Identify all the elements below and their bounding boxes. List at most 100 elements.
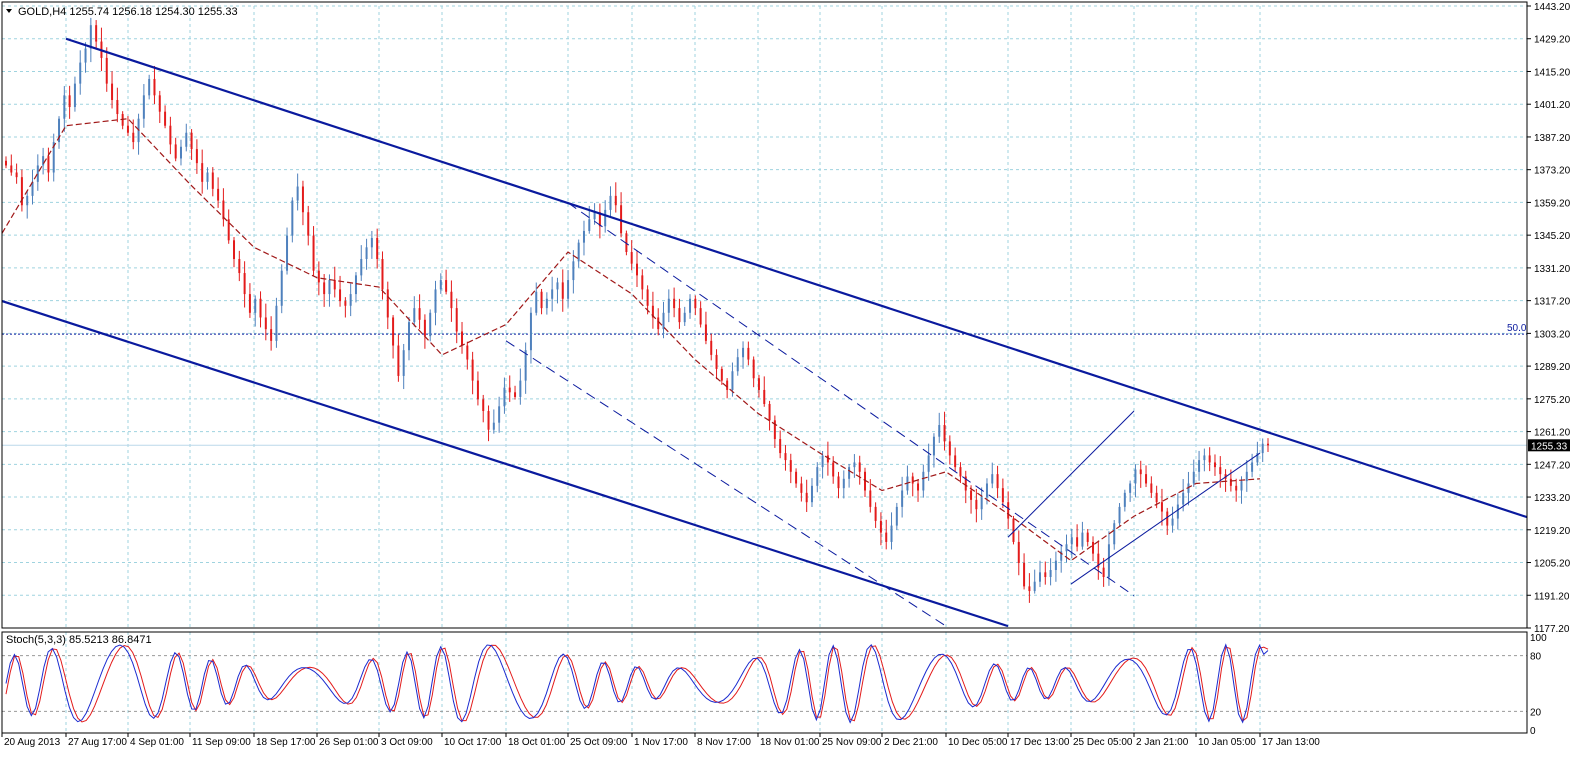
candle-body	[1023, 562, 1026, 587]
candle-body	[1012, 518, 1015, 542]
candle-body	[1187, 483, 1190, 493]
stochastic-panel	[2, 643, 1527, 724]
candle-body	[466, 345, 469, 360]
candle-body	[5, 160, 7, 166]
candle-body	[879, 520, 882, 533]
candle-body	[980, 497, 983, 510]
candle-body	[848, 467, 851, 479]
candle-body	[1229, 478, 1232, 486]
x-tick-label: 8 Nov 17:00	[697, 737, 751, 748]
candle-body	[959, 467, 962, 477]
current-price-label: 1255.33	[1531, 441, 1568, 452]
candle-body	[582, 230, 585, 243]
candle-body	[10, 165, 13, 173]
y-tick-label: 1387.20	[1534, 133, 1571, 144]
candle-body	[932, 436, 935, 456]
candle-body	[795, 471, 798, 484]
candle-body	[779, 439, 782, 454]
candle-body	[673, 298, 676, 309]
candle-body	[195, 149, 198, 164]
candle-body	[31, 181, 34, 196]
x-tick-label: 25 Oct 09:00	[570, 737, 628, 748]
candle-body	[286, 235, 289, 271]
candle-body	[954, 455, 957, 468]
trend-line-main-channel-upper-ext	[1259, 428, 1528, 519]
candle-body	[837, 476, 840, 489]
candle-body	[752, 359, 755, 379]
candle-body	[344, 301, 347, 306]
candle-body	[407, 322, 410, 351]
candle-body	[832, 462, 835, 477]
x-tick-label: 17 Jan 13:00	[1262, 737, 1320, 748]
candle-body	[704, 324, 707, 341]
y-tick-label: 1191.20	[1534, 591, 1570, 602]
y-tick-label: 1359.20	[1534, 198, 1571, 209]
candle-body	[948, 441, 951, 456]
x-tick-label: 3 Oct 09:00	[381, 737, 433, 748]
candle-body	[222, 200, 225, 220]
candle-body	[970, 490, 973, 500]
candle-body	[1134, 469, 1137, 484]
candle-body	[1118, 506, 1121, 524]
candle-body	[492, 422, 495, 430]
stoch-y-tick-label: 0	[1530, 726, 1536, 737]
trend-lines[interactable]	[1, 37, 1528, 628]
candle-body	[508, 387, 511, 393]
candle-body	[1033, 581, 1036, 592]
candle-body	[270, 329, 273, 341]
candle-body	[1007, 502, 1010, 519]
x-tick-label: 20 Aug 2013	[4, 737, 61, 748]
x-tick-label: 10 Dec 05:00	[948, 737, 1008, 748]
axes: 1443.20 1429.20 1415.20 1401.20 1387.20 1373.…	[1, 1, 1571, 748]
candle-body	[1267, 443, 1269, 446]
candle-body	[874, 506, 877, 521]
candle-body	[1235, 485, 1238, 491]
candle-body	[397, 345, 400, 376]
candle-body	[105, 57, 108, 84]
x-tick-label: 18 Nov 01:00	[760, 737, 820, 748]
candle-body	[598, 212, 601, 227]
candle-body	[264, 317, 267, 330]
candles[interactable]	[5, 17, 1269, 603]
candle-body	[689, 298, 692, 313]
candle-body	[498, 406, 501, 423]
candle-body	[524, 350, 527, 381]
y-tick-label: 1415.20	[1534, 67, 1571, 78]
candle-body	[68, 95, 71, 108]
candle-body	[1198, 460, 1201, 472]
candle-body	[1150, 483, 1153, 493]
candle-body	[1203, 455, 1206, 461]
x-tick-label: 10 Jan 05:00	[1198, 737, 1256, 748]
y-tick-label: 1261.20	[1534, 428, 1571, 439]
y-tick-label: 1275.20	[1534, 395, 1571, 406]
candle-body	[73, 83, 76, 108]
candle-body	[84, 48, 87, 63]
candle-body	[333, 280, 336, 290]
candle-body	[890, 525, 893, 542]
candle-body	[805, 492, 808, 503]
candle-body	[164, 111, 167, 126]
candle-body	[736, 357, 739, 372]
candle-body	[174, 144, 177, 159]
candle-body	[710, 340, 713, 355]
candle-body	[991, 474, 994, 484]
fib-label: 50.0	[1507, 323, 1527, 334]
candle-body	[20, 177, 23, 206]
candle-body	[917, 483, 920, 491]
candle-body	[323, 282, 326, 295]
candle-body	[1182, 492, 1185, 505]
y-tick-label: 1303.20	[1534, 329, 1571, 340]
candle-body	[1092, 541, 1095, 554]
candle-body	[301, 186, 304, 213]
candle-body	[206, 172, 209, 182]
candle-body	[1208, 455, 1211, 463]
candle-body	[450, 291, 453, 309]
candle-body	[487, 411, 490, 430]
candle-body	[895, 506, 898, 526]
candle-body	[641, 275, 644, 290]
candle-body	[429, 312, 432, 337]
candle-body	[699, 308, 702, 325]
